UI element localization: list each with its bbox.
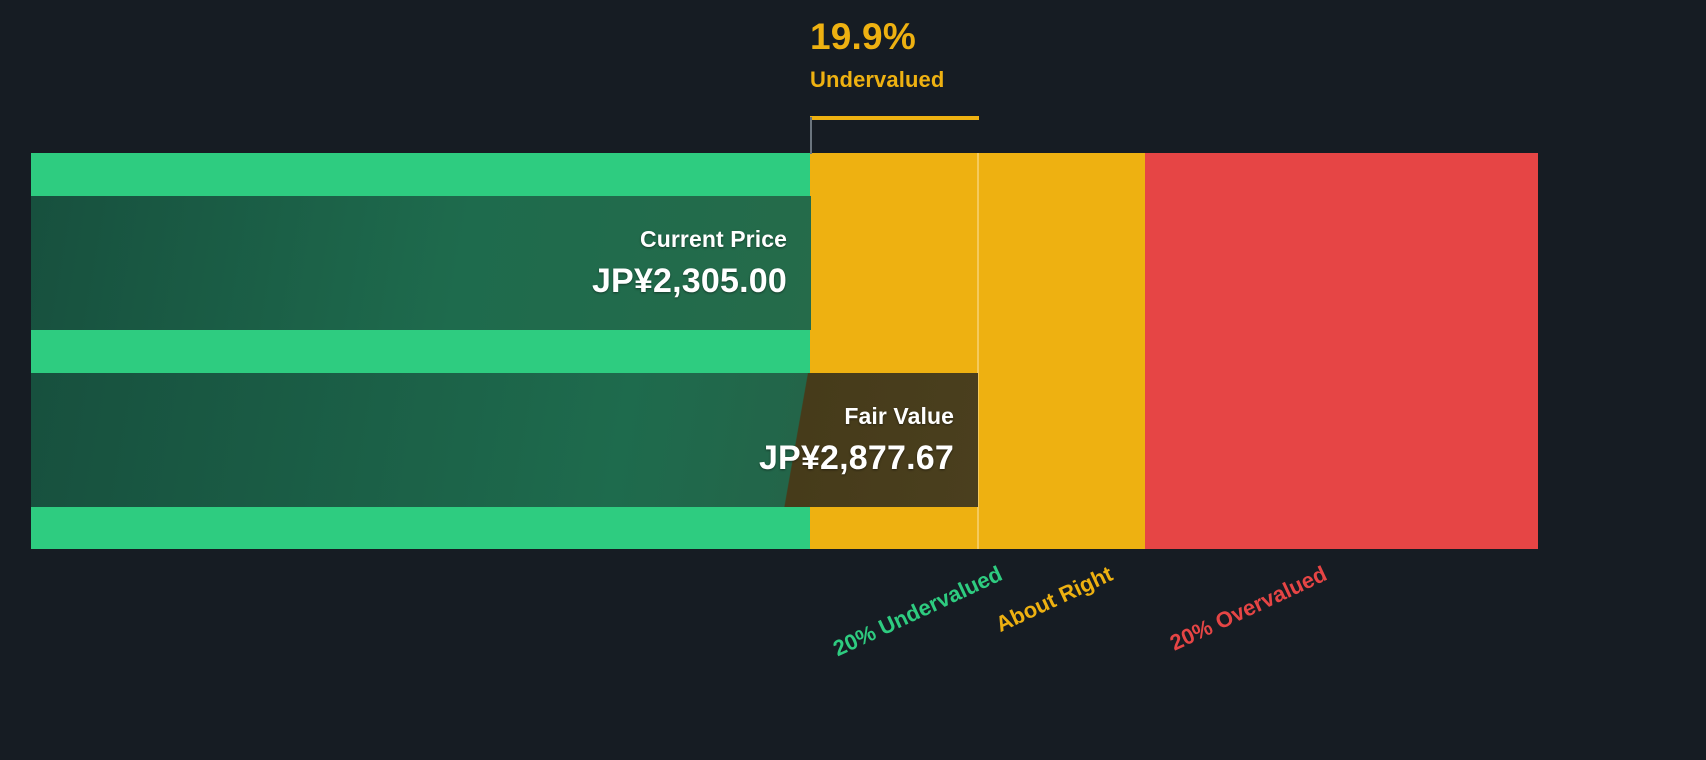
axis-tick-20-undervalued: 20% Undervalued: [829, 561, 1006, 662]
discount-range-cap: [810, 116, 979, 120]
band-overvalued: [1145, 153, 1538, 549]
discount-callout: 19.9% Undervalued: [810, 18, 1110, 91]
fair-value-bar: Fair Value JP¥2,877.67: [31, 373, 978, 507]
current-price-bar: Current Price JP¥2,305.00: [31, 196, 811, 330]
fair-value-divider-line: [977, 153, 979, 549]
axis-tick-20-overvalued: 20% Overvalued: [1165, 561, 1331, 656]
discount-label: Undervalued: [810, 67, 945, 92]
current-price-label: Current Price: [639, 226, 787, 252]
discount-percent: 19.9%: [810, 16, 916, 57]
fair-value-label: Fair Value: [844, 403, 954, 429]
current-price-value: JP¥2,305.00: [591, 262, 787, 300]
axis-tick-about-right: About Right: [991, 561, 1117, 637]
fair-value-value: JP¥2,877.67: [758, 439, 954, 477]
current-price-marker-line: [810, 117, 812, 154]
